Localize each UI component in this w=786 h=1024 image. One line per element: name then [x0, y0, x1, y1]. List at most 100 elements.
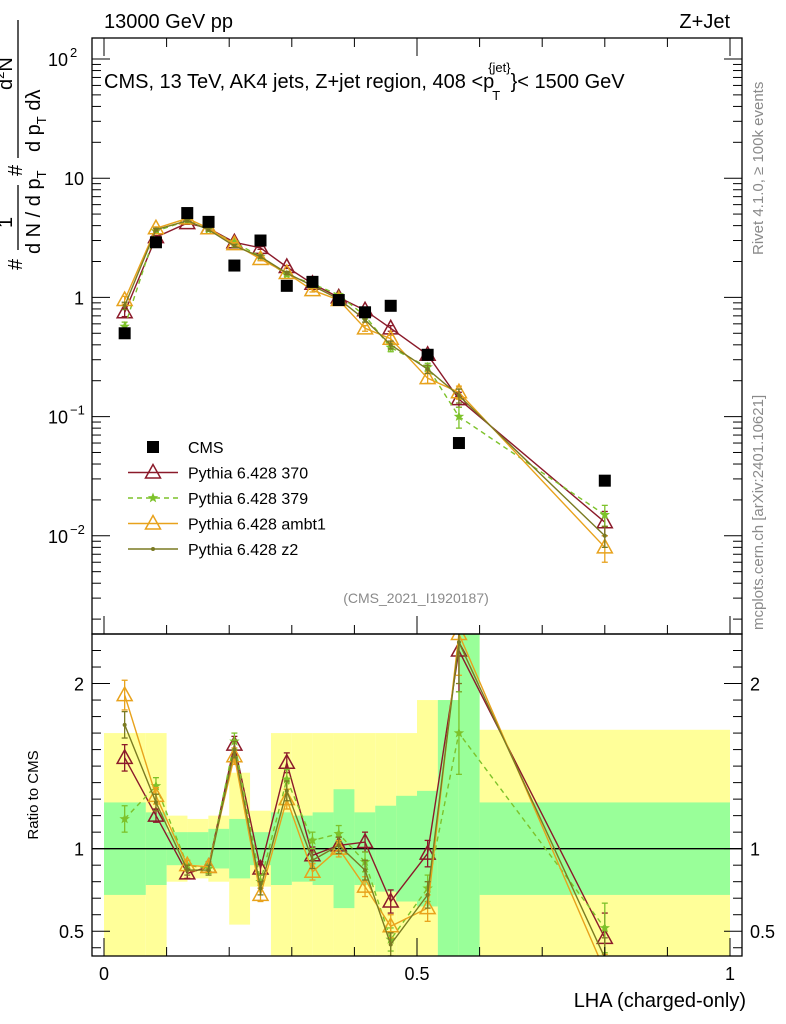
ratio-point-ambt1-10	[381, 916, 400, 933]
ylabel-num2: d2N	[0, 57, 17, 90]
subtitle-main: CMS, 13 TeV, AK4 jets, Z+jet region, 408…	[104, 71, 494, 93]
main-point-z2-12	[456, 393, 461, 398]
ratio-point-p379-6	[281, 773, 292, 784]
ratio-point-ambt1-4	[225, 746, 244, 763]
ratio-point-z2-4	[232, 747, 237, 752]
ylabel-den2-sub: T	[34, 116, 49, 124]
ratio-point-z2-8	[336, 843, 341, 848]
legend-label-z2: Pythia 6.428 z2	[188, 542, 298, 559]
main-point-z2-11	[425, 367, 430, 372]
main-point-ambt1-5	[251, 249, 270, 266]
main-point-ambt1-9	[356, 318, 374, 335]
main-point-cms-12	[452, 437, 465, 450]
main-point-cms-5	[254, 234, 267, 247]
legend-marker-p370	[144, 462, 162, 479]
main-line-ambt1	[124, 217, 606, 548]
ratio-point-ambt1-7	[303, 862, 322, 879]
main-point-z2-4	[232, 243, 237, 248]
ratio-point-z2-0	[122, 722, 127, 727]
ratio-point-p379-8	[333, 828, 344, 839]
xtick-label-0: 0	[99, 964, 109, 984]
ratio-point-p370-6	[278, 753, 296, 770]
main-point-ambt1-11	[418, 368, 437, 385]
ratio-point-ambt1-9	[356, 877, 374, 893]
ratio-point-z2-9	[363, 868, 368, 873]
mcplots-credit: mcplots.cern.ch [arXiv:2401.10621]	[750, 395, 767, 630]
ratio-point-z2-11	[425, 892, 430, 897]
ylabel-hash1: #	[5, 258, 27, 270]
ytick-main-label-2: 1	[74, 288, 84, 308]
ylabel-hash2: #	[5, 164, 27, 176]
analysis-id: (CMS_2021_I1920187)	[343, 590, 489, 606]
main-point-cms-10	[384, 299, 397, 312]
main-point-cms-13	[598, 474, 611, 487]
main-point-cms-8	[332, 294, 345, 307]
xtick-label-1: 0.5	[404, 964, 429, 984]
subtitle-sub: T	[492, 88, 500, 103]
main-point-z2-9	[363, 317, 368, 322]
ratio-series	[115, 634, 614, 956]
subtitle-sup: {jet}	[488, 60, 511, 75]
band-inner-16	[458, 634, 480, 956]
ylabel-num2-d: d	[0, 79, 17, 90]
band-inner-15	[437, 700, 459, 956]
ratio-point-z2-1	[153, 800, 158, 805]
main-line-z2	[124, 219, 606, 537]
ylabel-num2-sup: 2	[0, 72, 7, 79]
header-right: Z+Jet	[679, 11, 730, 33]
main-point-cms-11	[421, 348, 434, 361]
ytick-main-label-4: 10	[48, 50, 68, 70]
ylabel-den2-end: dλ	[23, 90, 45, 117]
legend-marker-z2	[151, 547, 155, 551]
ylabel-den2: d pT dλ	[23, 90, 49, 152]
ytick-ratio-label-right-1: 1	[750, 840, 760, 860]
ratio-bands	[104, 634, 730, 956]
ratio-point-p379-13	[599, 922, 610, 933]
rivet-version: Rivet 4.1.0, ≥ 100k events	[750, 82, 767, 255]
ratio-point-ambt1-11	[418, 898, 437, 915]
ylabel-den1-text: d N / d p	[23, 178, 45, 254]
ylabel-num2-n: N	[0, 57, 17, 71]
xtick-label-2: 1	[725, 964, 735, 984]
ytick-main-sup-1: −1	[70, 403, 85, 418]
main-point-cms-0	[118, 327, 131, 340]
ratio-point-z2-7	[310, 858, 315, 863]
ytick-main-sup-4: 2	[70, 45, 77, 60]
main-point-cms-1	[149, 236, 162, 249]
ylabel-num1: 1	[0, 217, 17, 228]
ratio-point-p370-9	[356, 832, 374, 849]
ytick-ratio-label-1: 1	[74, 840, 84, 860]
main-point-cms-2	[181, 207, 194, 220]
ratio-point-z2-6	[284, 788, 289, 793]
ytick-ratio-label-right-0: 0.5	[750, 922, 775, 942]
ratio-point-p370-11	[418, 844, 437, 860]
ratio-point-p379-0	[119, 813, 130, 824]
ylabel-den2-text: d p	[23, 124, 45, 152]
legend-marker-cms	[147, 441, 159, 453]
ratio-line-p379	[124, 731, 606, 942]
legend-label-ambt1: Pythia 6.428 ambt1	[188, 517, 326, 534]
header-left: 13000 GeV pp	[104, 11, 233, 33]
main-point-z2-0	[122, 303, 127, 308]
ytick-ratio-label-2: 2	[74, 675, 84, 695]
ytick-ratio-label-0: 0.5	[59, 922, 84, 942]
plot-subtitle: CMS, 13 TeV, AK4 jets, Z+jet region, 408…	[104, 60, 625, 103]
main-point-z2-10	[388, 342, 393, 347]
legend: CMS Pythia 6.428 370 Pythia 6.428 379 Pythi…	[128, 440, 326, 559]
main-point-cms-4	[228, 259, 241, 272]
main-point-cms-7	[306, 275, 319, 288]
legend-marker-p379	[147, 492, 159, 503]
ratio-point-ambt1-0	[115, 685, 134, 702]
main-point-z2-1	[153, 227, 158, 232]
ratio-point-p379-7	[307, 834, 318, 845]
main-series	[115, 207, 614, 563]
axis-ticks	[92, 38, 742, 956]
ytick-main-sup-0: −2	[70, 522, 85, 537]
main-point-p379-0	[119, 321, 130, 331]
main-point-z2-5	[258, 254, 263, 259]
ratio-point-z2-5	[258, 886, 263, 891]
main-point-z2-2	[185, 218, 190, 223]
ratio-point-p370-1	[147, 806, 165, 822]
